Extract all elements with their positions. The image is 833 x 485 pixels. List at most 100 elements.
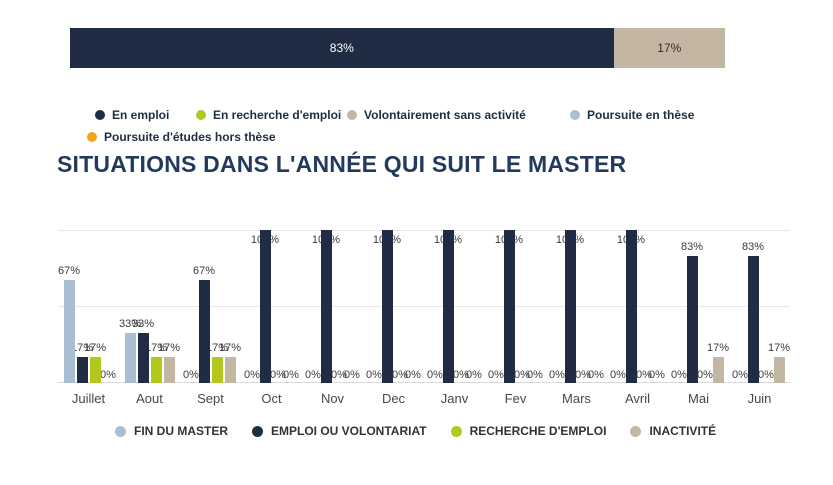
value-label: 0% bbox=[758, 369, 774, 381]
x-axis-label: Fev bbox=[504, 391, 527, 406]
value-label: 0% bbox=[610, 369, 626, 381]
page-title: SITUATIONS DANS L'ANNÉE QUI SUIT LE MAST… bbox=[57, 151, 627, 177]
legend-item-en-emploi[interactable]: En emploi bbox=[95, 108, 169, 122]
bar-group-dec: 0%100%0%0% bbox=[363, 230, 424, 383]
bar-group-janv: 0%100%0%0% bbox=[424, 230, 485, 383]
value-label: 0% bbox=[549, 369, 565, 381]
bar-inactivit-[interactable] bbox=[712, 357, 724, 383]
value-label: 0% bbox=[514, 369, 530, 381]
bar-recherche-d-emploi[interactable] bbox=[150, 357, 162, 383]
bottom-legend: FIN DU MASTER EMPLOI OU VOLONTARIAT RECH… bbox=[115, 424, 716, 438]
bar-emploi-ou-volontariat[interactable] bbox=[320, 230, 332, 383]
value-label: 17% bbox=[83, 342, 107, 354]
legend-item-recherche-demploi[interactable]: RECHERCHE D'EMPLOI bbox=[450, 424, 607, 438]
bar-group-juin: 0% 83% 0% 17% bbox=[729, 230, 790, 383]
x-axis-label: Juillet bbox=[71, 391, 106, 406]
bar-emploi-ou-volontariat[interactable] bbox=[503, 230, 515, 383]
bar-inactivit-[interactable] bbox=[224, 357, 236, 383]
value-label: 17% bbox=[157, 342, 181, 354]
gridline-50pct bbox=[58, 306, 790, 307]
value-label: 0% bbox=[466, 369, 482, 381]
value-label: 67% bbox=[57, 265, 81, 277]
legend-item-emploi-ou-volontariat[interactable]: EMPLOI OU VOLONTARIAT bbox=[252, 424, 427, 438]
x-axis-label: Juin bbox=[747, 391, 772, 406]
legend-label: RECHERCHE D'EMPLOI bbox=[469, 424, 607, 438]
value-label: 0% bbox=[270, 369, 286, 381]
value-label: 0% bbox=[697, 369, 713, 381]
value-label: 0% bbox=[453, 369, 469, 381]
employment-stacked-bar: 83% 17% bbox=[70, 28, 725, 68]
bar-recherche-d-emploi[interactable] bbox=[89, 357, 101, 383]
stacked-segment-volontairement-sans-activit-[interactable]: 17% bbox=[613, 28, 725, 68]
value-label: 0% bbox=[344, 369, 360, 381]
bar-emploi-ou-volontariat[interactable] bbox=[686, 256, 698, 383]
bar-inactivit-[interactable] bbox=[163, 357, 175, 383]
value-label: 67% bbox=[192, 265, 216, 277]
stacked-segment-en-emploi[interactable]: 83% bbox=[70, 28, 614, 68]
bar-emploi-ou-volontariat[interactable] bbox=[564, 230, 576, 383]
value-label: 0% bbox=[488, 369, 504, 381]
value-label: 0% bbox=[392, 369, 408, 381]
x-axis-label: Avril bbox=[624, 391, 651, 406]
top-legend: En emploi En recherche d'emploi Volontai… bbox=[0, 106, 833, 152]
bar-group-nov: 0%100%0%0% bbox=[302, 230, 363, 383]
legend-item-volontairement[interactable]: Volontairement sans activité bbox=[347, 108, 526, 122]
bar-group-mai: 0% 83% 0% 17% bbox=[668, 230, 729, 383]
legend-dot-icon bbox=[630, 425, 642, 437]
value-label: 0% bbox=[305, 369, 321, 381]
value-label: 0% bbox=[405, 369, 421, 381]
legend-item-poursuite-these[interactable]: Poursuite en thèse bbox=[570, 108, 694, 122]
value-label: 17% bbox=[205, 342, 229, 354]
bar-emploi-ou-volontariat[interactable] bbox=[137, 333, 149, 383]
value-label: 0% bbox=[283, 369, 299, 381]
bar-group-mars: 0%100%0%0% bbox=[546, 230, 607, 383]
bar-emploi-ou-volontariat[interactable] bbox=[198, 280, 210, 383]
value-label: 0% bbox=[427, 369, 443, 381]
legend-dot-icon bbox=[95, 110, 105, 120]
bar-emploi-ou-volontariat[interactable] bbox=[381, 230, 393, 383]
bar-emploi-ou-volontariat[interactable] bbox=[76, 357, 88, 383]
bar-group-oct: 0%100%0%0% bbox=[241, 230, 302, 383]
bar-group-avril: 0%100%0%0% bbox=[607, 230, 668, 383]
value-label: 0% bbox=[100, 369, 116, 381]
x-axis-label: Aout bbox=[136, 391, 163, 406]
value-label: 0% bbox=[527, 369, 543, 381]
bar-fin-du-master[interactable] bbox=[124, 333, 136, 383]
legend-dot-icon bbox=[196, 110, 206, 120]
bar-recherche-d-emploi[interactable] bbox=[211, 357, 223, 383]
legend-dot-icon bbox=[115, 425, 126, 437]
legend-label: En recherche d'emploi bbox=[213, 108, 342, 122]
legend-item-inactivite[interactable]: INACTIVITÉ bbox=[630, 424, 716, 438]
bar-groups: 67%17%17%0%33%33%17%17%0%67%17%17%0%100%… bbox=[58, 230, 790, 383]
value-label: 17% bbox=[70, 342, 94, 354]
value-label: 0% bbox=[366, 369, 382, 381]
bar-emploi-ou-volontariat[interactable] bbox=[747, 256, 759, 383]
bar-inactivit-[interactable] bbox=[773, 357, 785, 383]
value-label: 0% bbox=[732, 369, 748, 381]
value-label: 0% bbox=[649, 369, 665, 381]
legend-label: Volontairement sans activité bbox=[364, 108, 526, 122]
legend-dot-icon bbox=[252, 425, 263, 437]
bar-emploi-ou-volontariat[interactable] bbox=[625, 230, 637, 383]
bar-emploi-ou-volontariat[interactable] bbox=[442, 230, 454, 383]
x-axis-label: Janv bbox=[440, 391, 469, 406]
value-label: 33% bbox=[131, 318, 155, 330]
legend-label: FIN DU MASTER bbox=[134, 424, 228, 438]
gridline-100pct bbox=[58, 230, 790, 231]
bar-group-juillet: 67% 17% 17% 0% bbox=[58, 230, 119, 383]
legend-item-en-recherche[interactable]: En recherche d'emploi bbox=[196, 108, 341, 122]
legend-item-poursuite-hors-these[interactable]: Poursuite d'études hors thèse bbox=[87, 130, 276, 144]
value-label: 0% bbox=[671, 369, 687, 381]
value-label: 17% bbox=[218, 342, 242, 354]
legend-dot-icon bbox=[87, 132, 97, 142]
bar-fin-du-master[interactable] bbox=[63, 280, 75, 383]
value-label: 33% bbox=[118, 318, 142, 330]
value-label: 0% bbox=[183, 369, 199, 381]
legend-dot-icon bbox=[570, 110, 580, 120]
value-label: 83% bbox=[680, 241, 704, 253]
bar-group-aout: 33% 33% 17% 17% bbox=[119, 230, 180, 383]
x-axis-label: Dec bbox=[381, 391, 406, 406]
legend-item-fin-du-master[interactable]: FIN DU MASTER bbox=[115, 424, 228, 438]
value-label: 17% bbox=[144, 342, 168, 354]
bar-emploi-ou-volontariat[interactable] bbox=[259, 230, 271, 383]
